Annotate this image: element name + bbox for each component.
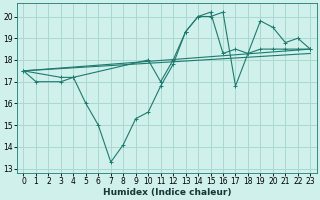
X-axis label: Humidex (Indice chaleur): Humidex (Indice chaleur) [103,188,231,197]
